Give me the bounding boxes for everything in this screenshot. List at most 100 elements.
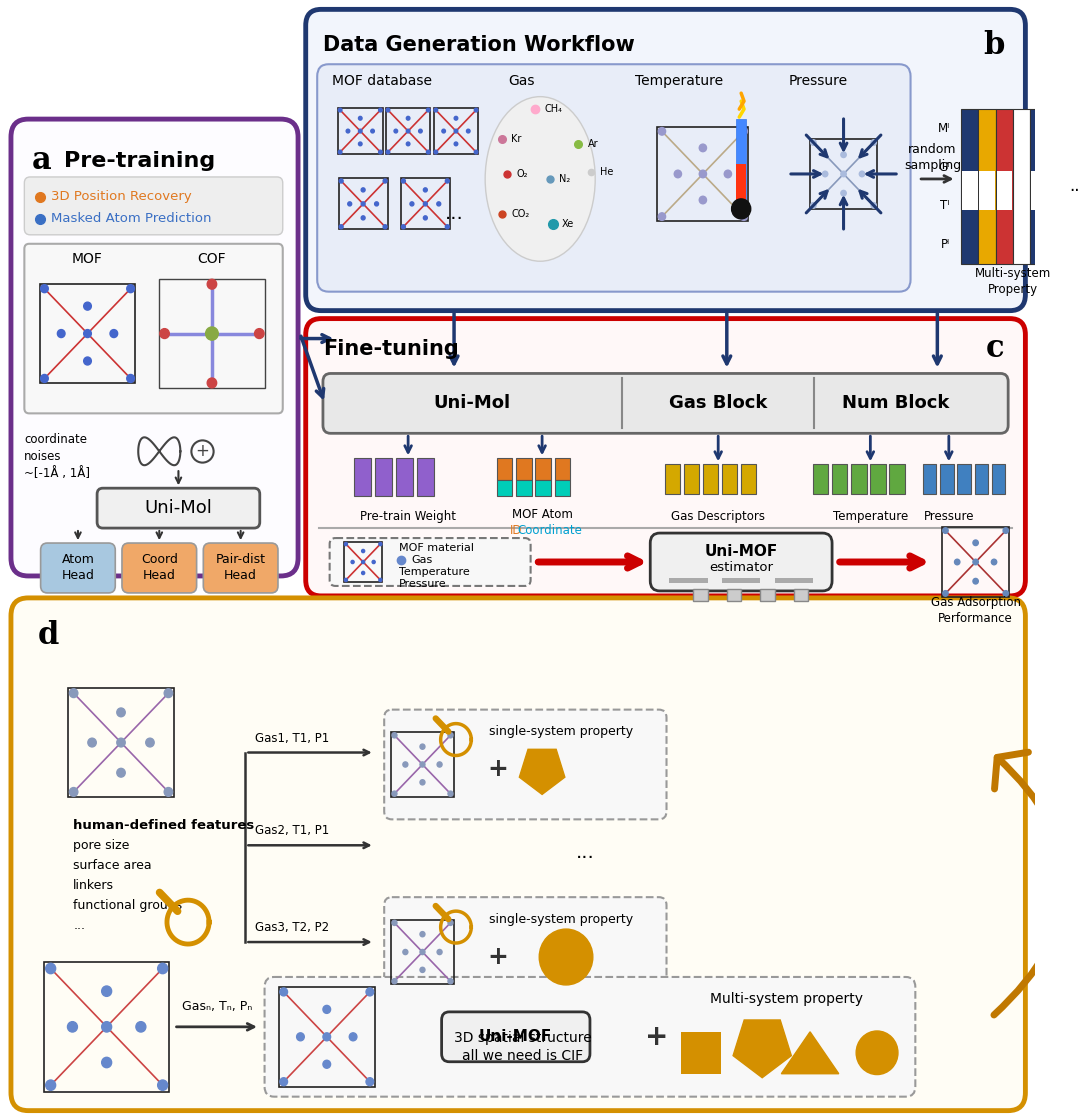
Bar [395,458,413,496]
Bar [813,464,828,494]
Circle shape [379,578,382,581]
Circle shape [347,129,350,133]
Circle shape [102,1057,111,1067]
Bar [741,464,756,494]
Circle shape [102,1021,111,1032]
Bar [974,464,988,494]
Circle shape [158,963,167,973]
Circle shape [811,140,816,146]
FancyBboxPatch shape [384,897,666,1007]
Circle shape [419,129,422,133]
Bar [760,589,774,601]
Bar [40,283,135,383]
Text: CH₄: CH₄ [545,104,563,114]
Bar [664,464,680,494]
Circle shape [392,732,397,738]
Circle shape [359,116,362,120]
Circle shape [659,128,665,136]
Text: MOF Atom: MOF Atom [512,507,572,521]
Text: Uni-Mol: Uni-Mol [434,394,511,412]
Circle shape [362,550,365,552]
Circle shape [45,1080,56,1091]
Circle shape [436,202,441,206]
Bar [554,480,570,496]
Circle shape [448,921,453,925]
FancyBboxPatch shape [25,177,283,235]
Circle shape [323,1006,330,1014]
Bar [391,732,454,797]
Circle shape [406,129,410,133]
FancyBboxPatch shape [323,373,1008,433]
Bar [536,458,551,480]
Bar [958,464,971,494]
Circle shape [856,1032,897,1074]
Circle shape [338,109,342,112]
Polygon shape [519,749,565,794]
Circle shape [406,116,410,120]
Text: ID: ID [510,523,523,536]
Circle shape [392,979,397,983]
Circle shape [699,196,706,204]
Circle shape [973,578,978,584]
Bar [68,688,174,797]
Bar [375,458,392,496]
Circle shape [811,203,816,208]
Bar [338,108,382,155]
Bar [794,589,808,601]
Circle shape [448,732,453,738]
Bar [497,480,512,496]
Bar [997,171,1012,209]
Circle shape [474,150,477,153]
Circle shape [361,202,365,206]
Text: Gas3, T2, P2: Gas3, T2, P2 [255,921,329,934]
Text: ...: ... [445,204,463,223]
Circle shape [136,1021,146,1032]
Circle shape [41,374,49,382]
Circle shape [87,738,96,747]
Circle shape [740,128,747,136]
FancyBboxPatch shape [265,977,916,1096]
Text: Pre-train Weight: Pre-train Weight [360,510,456,523]
Circle shape [280,1077,287,1085]
Text: He: He [600,167,613,177]
Text: single-system property: single-system property [489,725,634,738]
Bar [923,464,936,494]
Circle shape [102,986,111,997]
Circle shape [67,1021,78,1032]
Text: ...: ... [576,842,595,861]
Text: COF: COF [198,252,226,265]
FancyBboxPatch shape [11,119,298,576]
Bar [727,589,741,601]
Bar [961,109,978,263]
Circle shape [860,171,865,177]
Circle shape [437,762,442,767]
Circle shape [366,988,374,996]
Text: Data Generation Workflow: Data Generation Workflow [323,35,635,55]
Circle shape [420,744,424,749]
Circle shape [699,170,706,178]
Bar [723,464,738,494]
Circle shape [394,129,397,133]
Circle shape [823,171,827,177]
Text: +: + [645,1023,669,1051]
Bar [345,542,382,582]
Circle shape [255,328,264,338]
Text: Mᴵ: Mᴵ [937,122,949,134]
Text: 3D Position Recovery: 3D Position Recovery [51,190,192,204]
Text: Uni-MOF: Uni-MOF [704,543,778,559]
Bar [279,987,375,1086]
Text: CO₂: CO₂ [512,208,529,218]
Circle shape [699,144,706,151]
Circle shape [427,150,430,153]
Circle shape [117,708,125,717]
Circle shape [117,738,125,747]
Bar [497,458,512,480]
FancyBboxPatch shape [97,488,260,528]
Circle shape [339,179,343,183]
Text: ...: ... [1069,177,1080,195]
Text: Atom
Head: Atom Head [62,553,94,582]
Text: Temperature: Temperature [635,74,723,88]
Text: ...: ... [73,918,85,932]
Ellipse shape [485,96,595,261]
Text: Gas2, T1, P1: Gas2, T1, P1 [255,824,329,838]
